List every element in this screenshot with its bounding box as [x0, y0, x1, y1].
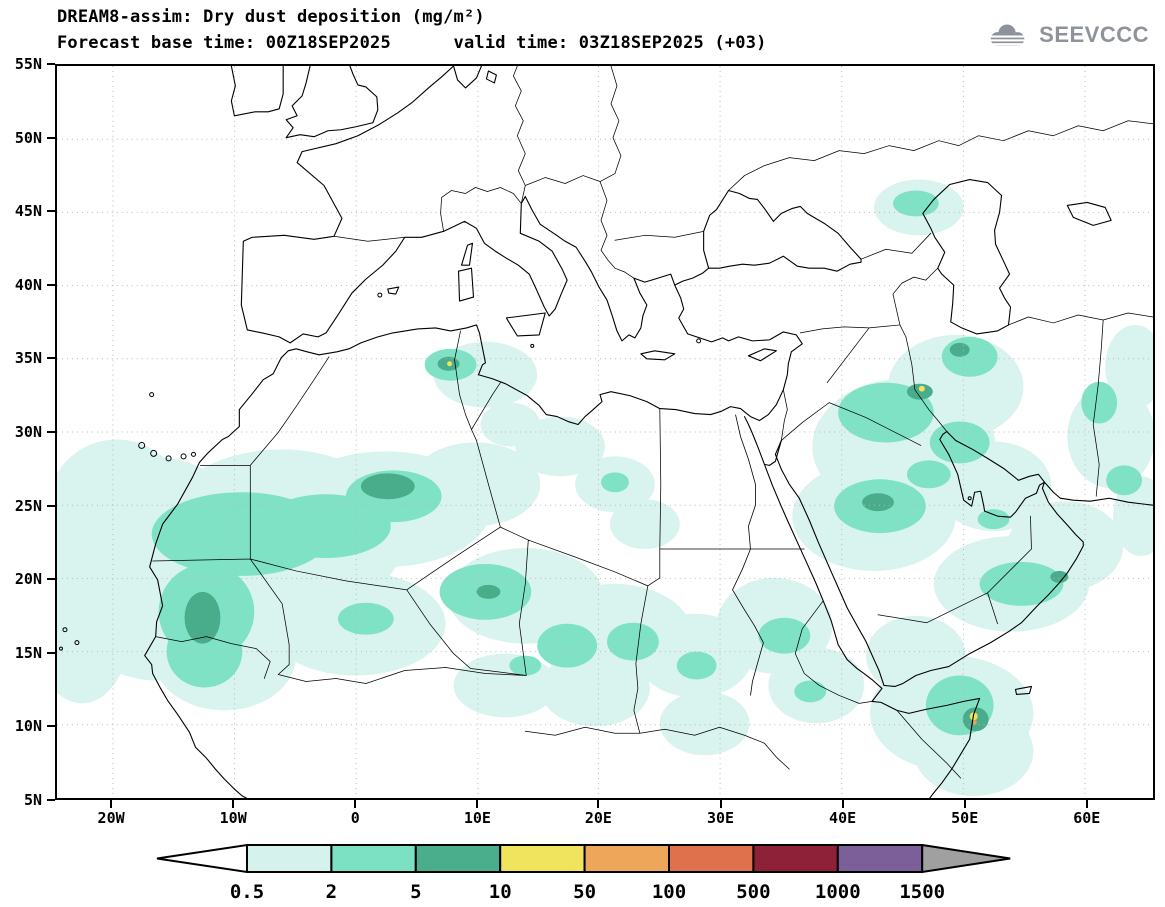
map-frame — [55, 64, 1155, 800]
seevccc-logo: SEEVCCC — [984, 20, 1149, 50]
lat-tick-mark — [47, 210, 55, 213]
lat-tick-label: 15N — [14, 643, 42, 662]
lat-tick-label: 55N — [14, 55, 42, 73]
lat-tick-mark — [47, 357, 55, 360]
lon-tick-label: 20W — [97, 809, 125, 827]
lat-tick-mark — [47, 136, 55, 139]
lat-tick-label: 5N — [23, 791, 42, 809]
lon-tick-mark — [963, 800, 966, 808]
lon-tick-label: 30E — [706, 809, 735, 827]
colorbar-boundary-label: 5 — [410, 881, 421, 903]
longitude-axis: 20W 10W 0 10E 20E 30E 40E 50E 60E — [55, 800, 1155, 830]
lon-tick-label: 0 — [350, 809, 360, 827]
lon-tick-mark — [1085, 800, 1088, 808]
islands — [58, 242, 1032, 695]
lat-tick-label: 20N — [14, 570, 42, 589]
lon-tick-label: 40E — [829, 809, 857, 827]
colorbar-boundary-label: 50 — [573, 881, 596, 903]
colorbar-segment — [499, 844, 586, 873]
dust-level-2-5 — [151, 190, 1143, 736]
lat-tick-label: 40N — [14, 275, 42, 294]
colorbar-boundary-label: 1000 — [815, 881, 861, 903]
colorbar-arrow-right — [921, 843, 1011, 874]
lon-tick-label: 10E — [463, 809, 491, 827]
lon-tick-mark — [354, 800, 357, 808]
plot-subtitle-times: Forecast base time: 00Z18SEP2025 valid t… — [57, 33, 767, 53]
country-borders — [152, 66, 1153, 779]
lat-tick-label: 25N — [14, 496, 42, 515]
lat-tick-mark — [47, 283, 55, 286]
lat-tick-mark — [47, 578, 55, 581]
dust-level-10-50 — [447, 361, 978, 721]
lat-tick-label: 35N — [14, 349, 42, 368]
nile-river — [732, 414, 764, 696]
colorbar-arrow-left — [156, 843, 248, 874]
coastlines — [144, 66, 1153, 798]
lat-tick-mark — [47, 799, 55, 801]
lon-tick-mark — [110, 800, 113, 808]
colorbar-segment — [330, 844, 417, 873]
colorbar-boundary-label: 500 — [736, 881, 770, 903]
lat-tick-mark — [47, 431, 55, 433]
lon-tick-label: 60E — [1073, 809, 1101, 827]
lat-tick-label: 30N — [14, 423, 42, 441]
colorbar-boundary-label: 100 — [652, 881, 686, 903]
latitude-axis: 55N 50N 45N 40N 35N 30N 25N 20N 15N 10N 5N — [0, 55, 55, 809]
colorbar-legend: 0.5 2 5 10 50 100 500 1000 1500 — [156, 843, 1011, 903]
graticule-grid — [57, 66, 1153, 798]
lat-tick-mark — [47, 651, 55, 654]
lon-tick-label: 20E — [584, 809, 612, 827]
lon-tick-label: 10W — [219, 809, 247, 827]
map-plot — [57, 66, 1153, 798]
colorbar-segment — [414, 844, 502, 873]
lat-tick-label: 50N — [14, 128, 42, 147]
lon-tick-mark — [841, 800, 844, 808]
lat-tick-mark — [47, 63, 55, 65]
lon-tick-label: 50E — [951, 809, 979, 827]
lat-tick-label: 10N — [14, 717, 42, 736]
lon-tick-mark — [597, 800, 600, 808]
lon-tick-mark — [232, 800, 235, 808]
lon-tick-mark — [476, 800, 479, 808]
colorbar-segment — [752, 844, 839, 873]
colorbar-boundary-label: 2 — [326, 881, 337, 903]
colorbar-boundary-label: 1500 — [899, 881, 945, 903]
lat-tick-mark — [47, 725, 55, 728]
colorbar-boundary-label: 0.5 — [230, 881, 264, 903]
lat-tick-mark — [47, 504, 55, 507]
colorbar-segment — [583, 844, 670, 873]
lat-tick-label: 45N — [14, 202, 42, 221]
colorbar-segment — [246, 844, 333, 873]
colorbar-boundary-label: 10 — [489, 881, 512, 903]
dust-level-50-100 — [972, 720, 977, 725]
cloud-icon — [988, 24, 1028, 46]
logo-text: SEEVCCC — [1039, 22, 1149, 47]
colorbar-segment — [836, 844, 924, 873]
lon-tick-mark — [719, 800, 722, 808]
colorbar-segment — [668, 844, 755, 873]
plot-title: DREAM8-assim: Dry dust deposition (mg/m²… — [57, 7, 485, 27]
